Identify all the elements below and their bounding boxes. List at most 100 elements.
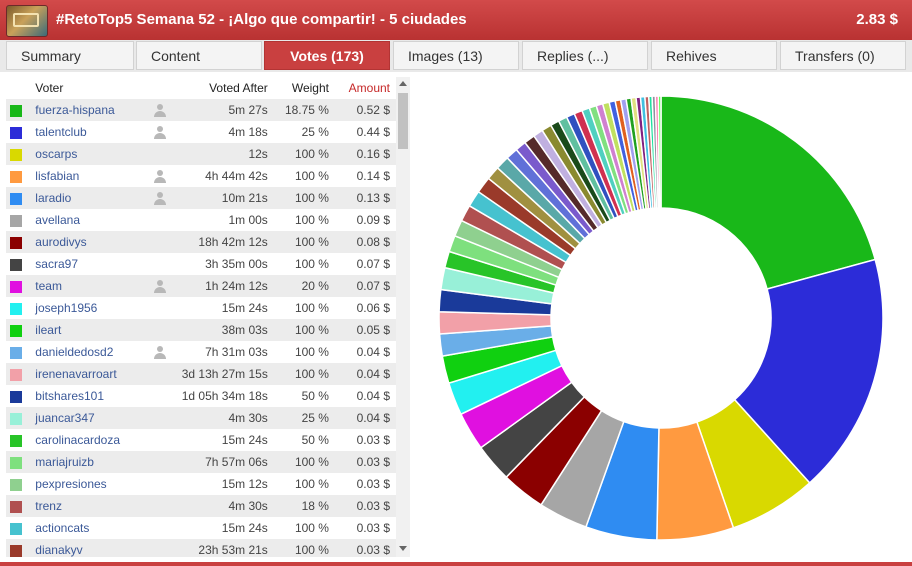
- voted-after: 15m 12s: [221, 477, 268, 491]
- voter-color-swatch: [10, 390, 22, 403]
- tab-rehives[interactable]: Rehives: [651, 41, 777, 70]
- donut-slice-talentclub[interactable]: [733, 258, 884, 484]
- header-amount[interactable]: Amount: [348, 81, 390, 95]
- voter-color-swatch: [10, 456, 22, 469]
- voter-color-swatch: [10, 236, 22, 249]
- voter-link[interactable]: irenenavarroart: [31, 363, 153, 385]
- voter-link[interactable]: dianakyv: [31, 539, 153, 557]
- voter-link[interactable]: actioncats: [35, 521, 90, 535]
- vote-weight: 20 %: [273, 275, 335, 297]
- scrollbar-thumb[interactable]: [398, 93, 408, 149]
- tab-content[interactable]: Content: [136, 41, 262, 70]
- tab-transfers[interactable]: Transfers (0): [780, 41, 906, 70]
- table-row: bitshares101 1d 05h 34m 18s 50 % 0.04 $: [6, 385, 396, 407]
- voter-color-swatch: [10, 500, 22, 513]
- vote-weight: 100 %: [294, 477, 329, 491]
- vote-weight: 100 %: [294, 301, 329, 315]
- header-weight[interactable]: Weight: [291, 81, 329, 95]
- voted-after: 4h 44m 42s: [205, 169, 268, 183]
- voted-after: 15m 24s: [221, 521, 268, 535]
- voter-link[interactable]: talentclub: [35, 125, 87, 139]
- vote-weight: 25 %: [301, 125, 329, 139]
- table-row: talentclub 4m 18s 25 % 0.44 $: [6, 121, 396, 143]
- voter-color-swatch: [10, 280, 22, 293]
- voter-link[interactable]: carolinacardoza: [35, 433, 121, 447]
- voter-color-swatch: [10, 412, 22, 425]
- header-voter[interactable]: Voter: [35, 81, 64, 95]
- vote-weight: 50 %: [301, 433, 329, 447]
- voter-link[interactable]: trenz: [31, 495, 153, 517]
- voted-after: 23h 53m 21s: [181, 539, 274, 557]
- voter-color-swatch: [10, 522, 22, 535]
- voter-color-swatch: [10, 302, 22, 315]
- vote-weight: 25 %: [273, 407, 335, 429]
- vote-weight: 100 %: [273, 231, 335, 253]
- voter-link[interactable]: joseph1956: [35, 301, 98, 315]
- scroll-up-icon[interactable]: [399, 81, 407, 86]
- vote-amount: 0.07 $: [334, 275, 396, 297]
- voter-color-swatch: [10, 148, 22, 161]
- tab-summary[interactable]: Summary: [6, 41, 134, 70]
- voted-after: 4m 30s: [181, 495, 274, 517]
- vote-amount: 0.04 $: [334, 407, 396, 429]
- title-bar: #RetoTop5 Semana 52 - ¡Algo que comparti…: [0, 0, 912, 40]
- table-row: sacra97 3h 35m 00s 100 % 0.07 $: [6, 253, 396, 275]
- voter-link[interactable]: aurodivys: [31, 231, 153, 253]
- votes-scrollbar[interactable]: [396, 77, 410, 557]
- voter-link[interactable]: avellana: [35, 213, 80, 227]
- vote-weight: 100 %: [273, 363, 335, 385]
- vote-amount: 0.04 $: [356, 389, 390, 403]
- vote-amount: 0.04 $: [356, 345, 390, 359]
- vote-amount: 0.13 $: [334, 187, 396, 209]
- table-row: avellana 1m 00s 100 % 0.09 $: [6, 209, 396, 231]
- scroll-down-icon[interactable]: [399, 546, 407, 551]
- voter-color-swatch: [10, 324, 22, 337]
- vote-weight: 100 %: [273, 451, 335, 473]
- vote-amount: 0.04 $: [334, 363, 396, 385]
- voter-link[interactable]: danieldedosd2: [35, 345, 114, 359]
- table-row: mariajruizb 7h 57m 06s 100 % 0.03 $: [6, 451, 396, 473]
- vote-weight: 50 %: [301, 389, 329, 403]
- vote-weight: 100 %: [273, 143, 335, 165]
- vote-amount: 0.09 $: [356, 213, 390, 227]
- voter-link[interactable]: ileart: [31, 319, 153, 341]
- table-row: carolinacardoza 15m 24s 50 % 0.03 $: [6, 429, 396, 451]
- table-row: laradio 10m 21s 100 % 0.13 $: [6, 187, 396, 209]
- vote-amount: 0.07 $: [356, 257, 390, 271]
- table-row: joseph1956 15m 24s 100 % 0.06 $: [6, 297, 396, 319]
- voter-link[interactable]: laradio: [31, 187, 153, 209]
- tab-images[interactable]: Images (13): [393, 41, 519, 70]
- voted-after: 4m 30s: [181, 407, 274, 429]
- header-voted-after[interactable]: Voted After: [209, 81, 268, 95]
- voter-link[interactable]: bitshares101: [35, 389, 105, 403]
- voter-link[interactable]: fuerza-hispana: [31, 99, 153, 121]
- voter-link[interactable]: team: [31, 275, 153, 297]
- table-row: trenz 4m 30s 18 % 0.03 $: [6, 495, 396, 517]
- voted-after: 5m 27s: [181, 99, 274, 121]
- tab-votes[interactable]: Votes (173): [264, 41, 390, 70]
- voted-after: 15m 24s: [221, 301, 268, 315]
- voter-link[interactable]: pexpresiones: [35, 477, 107, 491]
- voter-color-swatch: [10, 434, 22, 447]
- voted-after: 7h 57m 06s: [181, 451, 274, 473]
- votes-list: Voter Voted After Weight Amount fuerza-h…: [6, 77, 410, 557]
- vote-weight: 100 %: [294, 521, 329, 535]
- voter-color-swatch: [10, 346, 22, 359]
- bottom-border: [0, 562, 912, 566]
- voter-link[interactable]: oscarps: [31, 143, 153, 165]
- voted-after: 15m 24s: [221, 433, 268, 447]
- donut-slice[interactable]: [657, 95, 662, 209]
- voted-after: 1m 00s: [228, 213, 268, 227]
- vote-weight: 100 %: [294, 169, 329, 183]
- voter-link[interactable]: mariajruizb: [31, 451, 153, 473]
- voter-link[interactable]: lisfabian: [35, 169, 80, 183]
- donut-slice-fuerza-hispana[interactable]: [660, 95, 877, 290]
- voter-link[interactable]: sacra97: [35, 257, 78, 271]
- tab-replies[interactable]: Replies (...): [522, 41, 648, 70]
- vote-weight: 100 %: [294, 257, 329, 271]
- voter-link[interactable]: juancar347: [31, 407, 153, 429]
- user-icon: [153, 169, 167, 184]
- user-icon: [153, 279, 167, 294]
- vote-weight: 100 %: [273, 539, 335, 557]
- vote-amount: 0.44 $: [356, 125, 390, 139]
